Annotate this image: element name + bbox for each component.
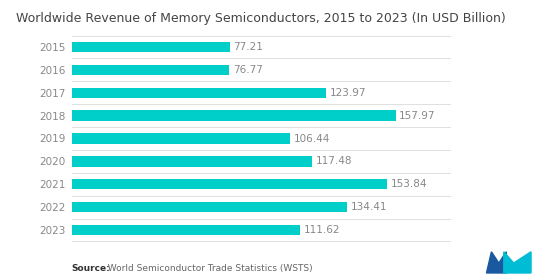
Polygon shape (504, 252, 531, 273)
Bar (72, 111, 395, 121)
Text: 134.41: 134.41 (351, 202, 387, 212)
Bar (72, 42, 230, 52)
Text: 153.84: 153.84 (390, 179, 427, 189)
Text: 77.21: 77.21 (234, 42, 263, 52)
Bar (72, 133, 290, 144)
Text: 117.48: 117.48 (316, 157, 353, 166)
Text: 76.77: 76.77 (233, 65, 262, 75)
Bar (72, 88, 326, 98)
Text: 106.44: 106.44 (294, 134, 330, 143)
Bar (72, 65, 229, 75)
Polygon shape (487, 252, 506, 273)
Text: World Semiconductor Trade Statistics (WSTS): World Semiconductor Trade Statistics (WS… (102, 264, 312, 273)
Text: Source:: Source: (72, 264, 110, 273)
Bar (72, 179, 387, 189)
Text: 123.97: 123.97 (329, 88, 366, 98)
Text: 111.62: 111.62 (304, 225, 340, 235)
Title: Worldwide Revenue of Memory Semiconductors, 2015 to 2023 (In USD Billion): Worldwide Revenue of Memory Semiconducto… (16, 12, 506, 25)
Text: 157.97: 157.97 (399, 111, 436, 120)
Bar (72, 225, 300, 235)
Bar (72, 156, 312, 166)
Bar (72, 202, 347, 212)
